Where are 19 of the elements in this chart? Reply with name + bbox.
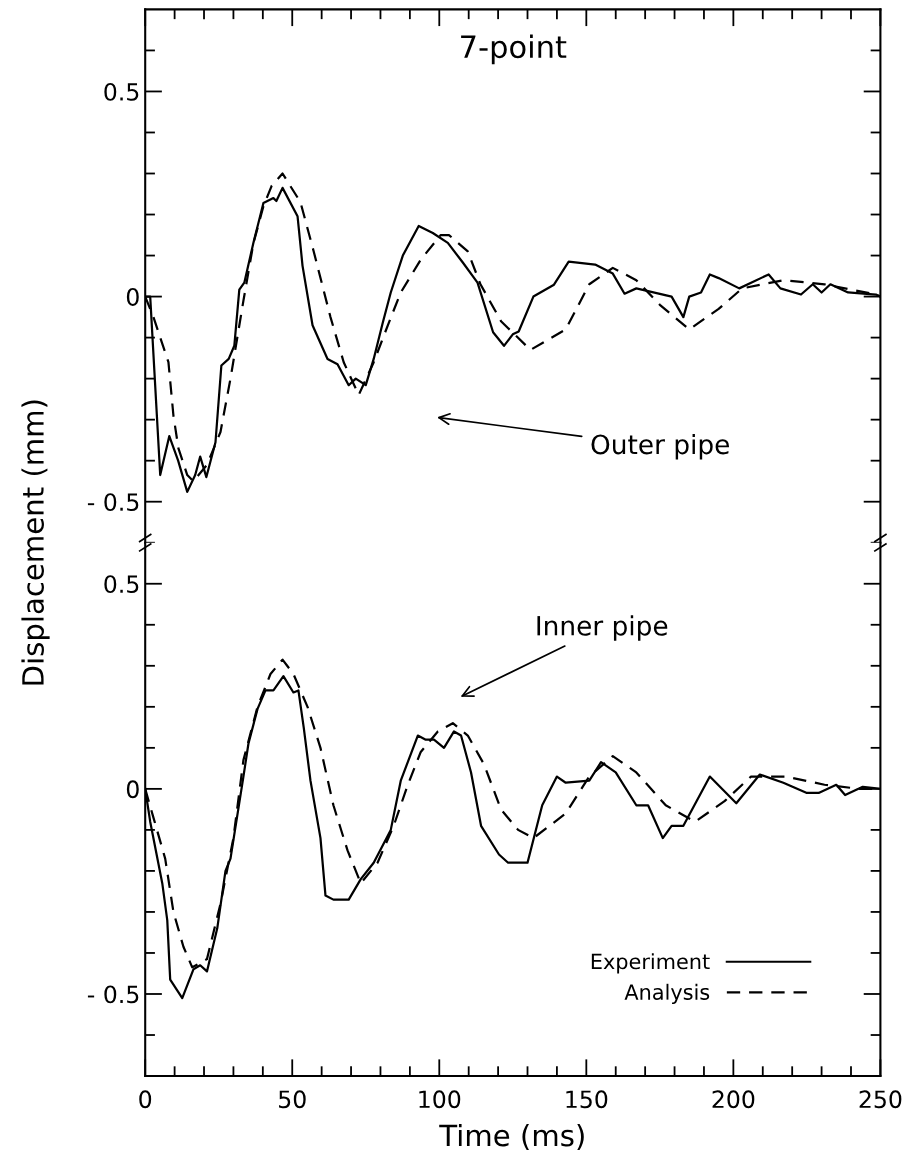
annotation: Outer pipe	[591, 433, 729, 460]
x-tick-label: 50	[279, 1090, 306, 1109]
y-tick-label: - 0.5	[87, 493, 139, 512]
y-tick-label: 0	[126, 780, 139, 799]
x-axis-title: Time (ms)	[439, 1123, 584, 1150]
x-tick-label: 0	[139, 1090, 152, 1109]
y-tick-label: - 0.5	[87, 985, 139, 1004]
x-tick-label: 250	[859, 1090, 902, 1109]
text: 7-point	[461, 34, 567, 65]
legend-label: Experiment	[591, 953, 710, 974]
y-tick-label: 0.5	[104, 575, 139, 594]
y-axis-title: Displacement (mm)	[21, 400, 50, 685]
x-tick-label: 200	[712, 1090, 755, 1109]
x-tick-label: 100	[419, 1090, 461, 1109]
legend-label: Analysis	[624, 983, 710, 1004]
y-tick-label: 0	[126, 288, 139, 306]
y-tick-label: 0.5	[104, 82, 139, 101]
annotation: Inner pipe	[537, 615, 668, 641]
x-tick-label: 150	[566, 1090, 608, 1109]
